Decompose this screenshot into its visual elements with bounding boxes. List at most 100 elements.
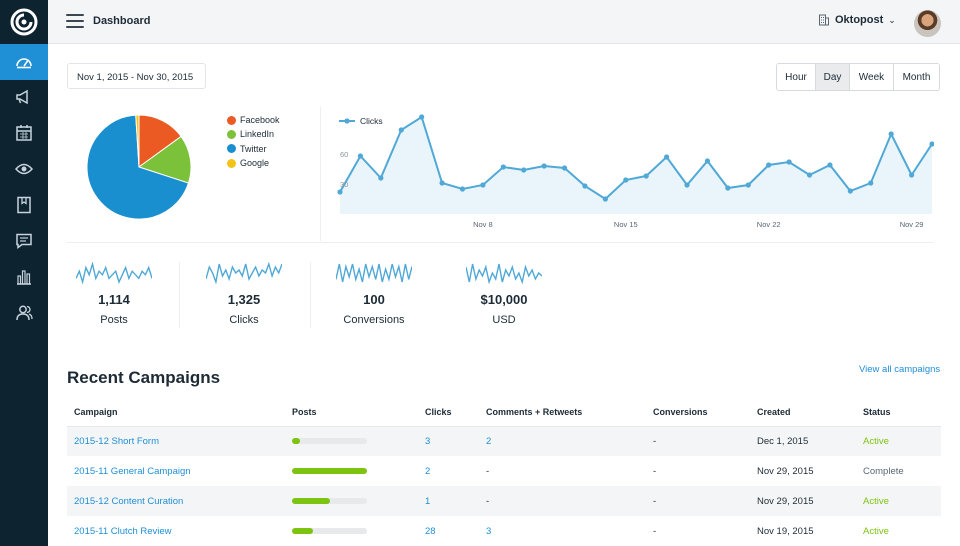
data-point[interactable]	[521, 167, 527, 173]
sidebar-item-bookmark[interactable]	[0, 187, 48, 223]
column-header[interactable]: Campaign	[67, 398, 285, 427]
table-row[interactable]: 2015-12 Short Form 3 2 - Dec 1, 2015 Active	[67, 426, 941, 456]
clicks-value[interactable]: 2	[425, 465, 431, 477]
data-point[interactable]	[541, 163, 547, 169]
pie-slice-facebook[interactable]	[138, 114, 182, 168]
column-header[interactable]: Comments + Retweets	[479, 398, 646, 427]
oktopost-logo[interactable]	[0, 0, 48, 44]
legend-swatch	[227, 158, 236, 168]
range-day-button[interactable]: Day	[816, 64, 850, 90]
conversions-value: -	[653, 435, 657, 447]
campaign-name-link[interactable]: 2015-11 General Campaign	[74, 465, 191, 477]
data-point[interactable]	[664, 154, 670, 160]
data-point[interactable]	[623, 177, 629, 183]
column-header[interactable]: Status	[856, 398, 941, 427]
legend-swatch	[227, 129, 236, 139]
x-tick-label: Nov 29	[900, 220, 924, 229]
data-point[interactable]	[378, 175, 384, 181]
users-icon	[16, 305, 33, 321]
sparkline	[465, 263, 543, 285]
clicks-value[interactable]: 28	[425, 525, 436, 537]
campaign-name-link[interactable]: 2015-12 Content Curation	[74, 495, 184, 507]
data-point[interactable]	[582, 183, 588, 189]
data-point[interactable]	[561, 165, 568, 171]
data-point[interactable]	[847, 188, 853, 194]
data-point[interactable]	[827, 162, 833, 168]
view-all-campaigns-link[interactable]: View all campaigns	[859, 364, 941, 375]
stat-posts: 1,114 Posts	[64, 261, 164, 326]
data-point[interactable]	[398, 127, 404, 133]
data-point[interactable]	[500, 164, 506, 170]
clicks-value[interactable]: 3	[425, 435, 431, 447]
data-point[interactable]	[745, 182, 751, 188]
campaign-name-link[interactable]: 2015-12 Short Form	[74, 435, 160, 447]
pie-slice-linkedin[interactable]	[137, 135, 192, 184]
stat-value: 1,114	[98, 292, 130, 307]
sidebar-item-megaphone[interactable]	[0, 79, 48, 115]
data-point[interactable]	[868, 180, 874, 186]
column-header[interactable]: Clicks	[418, 398, 479, 427]
data-point[interactable]	[908, 172, 915, 178]
range-week-button[interactable]: Week	[850, 64, 894, 90]
sidebar-item-speedometer[interactable]	[0, 44, 48, 80]
x-tick-label: Nov 22	[757, 220, 781, 229]
sidebar-item-eye[interactable]	[0, 151, 48, 187]
column-header[interactable]: Created	[750, 398, 856, 427]
data-point[interactable]	[786, 159, 792, 165]
sidebar-item-users[interactable]	[0, 295, 48, 331]
conversions-value: -	[653, 465, 657, 477]
sidebar-item-chat[interactable]	[0, 223, 48, 259]
data-point[interactable]	[419, 114, 425, 120]
comments-value[interactable]: 2	[486, 435, 492, 447]
page-title: Dashboard	[93, 15, 151, 27]
data-point[interactable]	[929, 141, 934, 147]
pie-legend: Facebook LinkedIn Twitter Google	[227, 113, 280, 170]
data-point[interactable]	[337, 189, 343, 195]
created-date: Nov 29, 2015	[757, 495, 814, 507]
table-row[interactable]: 2015-11 Clutch Review 28 3 - Nov 19, 2015 Act…	[67, 516, 941, 546]
range-month-button[interactable]: Month	[894, 64, 939, 90]
eye-icon	[14, 163, 34, 175]
avatar[interactable]	[914, 10, 941, 37]
range-hour-button[interactable]: Hour	[777, 64, 816, 90]
table-row[interactable]: 2015-11 General Campaign 2 - - Nov 29, 2015 C…	[67, 456, 941, 486]
posts-progress-bar	[292, 468, 367, 474]
legend-item: Facebook	[227, 113, 280, 127]
data-point[interactable]	[704, 158, 711, 164]
campaign-name-link[interactable]: 2015-11 Clutch Review	[74, 525, 172, 537]
sidebar-item-bar-chart[interactable]	[0, 259, 48, 295]
data-point[interactable]	[766, 162, 772, 168]
status-badge: Complete	[863, 465, 904, 477]
data-point[interactable]	[888, 131, 894, 137]
speedometer-icon	[16, 58, 32, 69]
column-header[interactable]: Conversions	[646, 398, 750, 427]
legend-label: LinkedIn	[240, 129, 275, 140]
data-point[interactable]	[643, 173, 649, 179]
conversions-value: -	[653, 525, 657, 537]
date-range-picker[interactable]: Nov 1, 2015 - Nov 30, 2015	[67, 63, 206, 89]
legend-item: Twitter	[227, 142, 280, 156]
pie-slice-twitter[interactable]	[86, 114, 190, 220]
stat-clicks: 1,325 Clicks	[194, 261, 294, 326]
pie-slice-google[interactable]	[135, 114, 140, 168]
legend-label: Facebook	[240, 115, 280, 126]
divider	[179, 262, 180, 328]
clicks-value[interactable]: 1	[425, 495, 431, 507]
posts-progress-bar	[292, 528, 367, 534]
data-point[interactable]	[684, 182, 690, 188]
posts-progress-bar	[292, 498, 367, 504]
data-point[interactable]	[602, 196, 608, 202]
data-point[interactable]	[459, 186, 466, 192]
data-point[interactable]	[725, 185, 731, 191]
comments-value[interactable]: 3	[486, 525, 492, 537]
table-row[interactable]: 2015-12 Content Curation 1 - - Nov 29, 2015 A…	[67, 486, 941, 516]
menu-icon[interactable]	[66, 14, 84, 28]
sparkline	[205, 261, 283, 285]
org-switcher[interactable]: Oktopost ⌄	[818, 14, 896, 26]
data-point[interactable]	[357, 153, 364, 159]
data-point[interactable]	[806, 172, 813, 178]
data-point[interactable]	[480, 182, 486, 188]
sidebar-item-calendar[interactable]	[0, 115, 48, 151]
column-header[interactable]: Posts	[285, 398, 418, 427]
data-point[interactable]	[439, 180, 445, 186]
